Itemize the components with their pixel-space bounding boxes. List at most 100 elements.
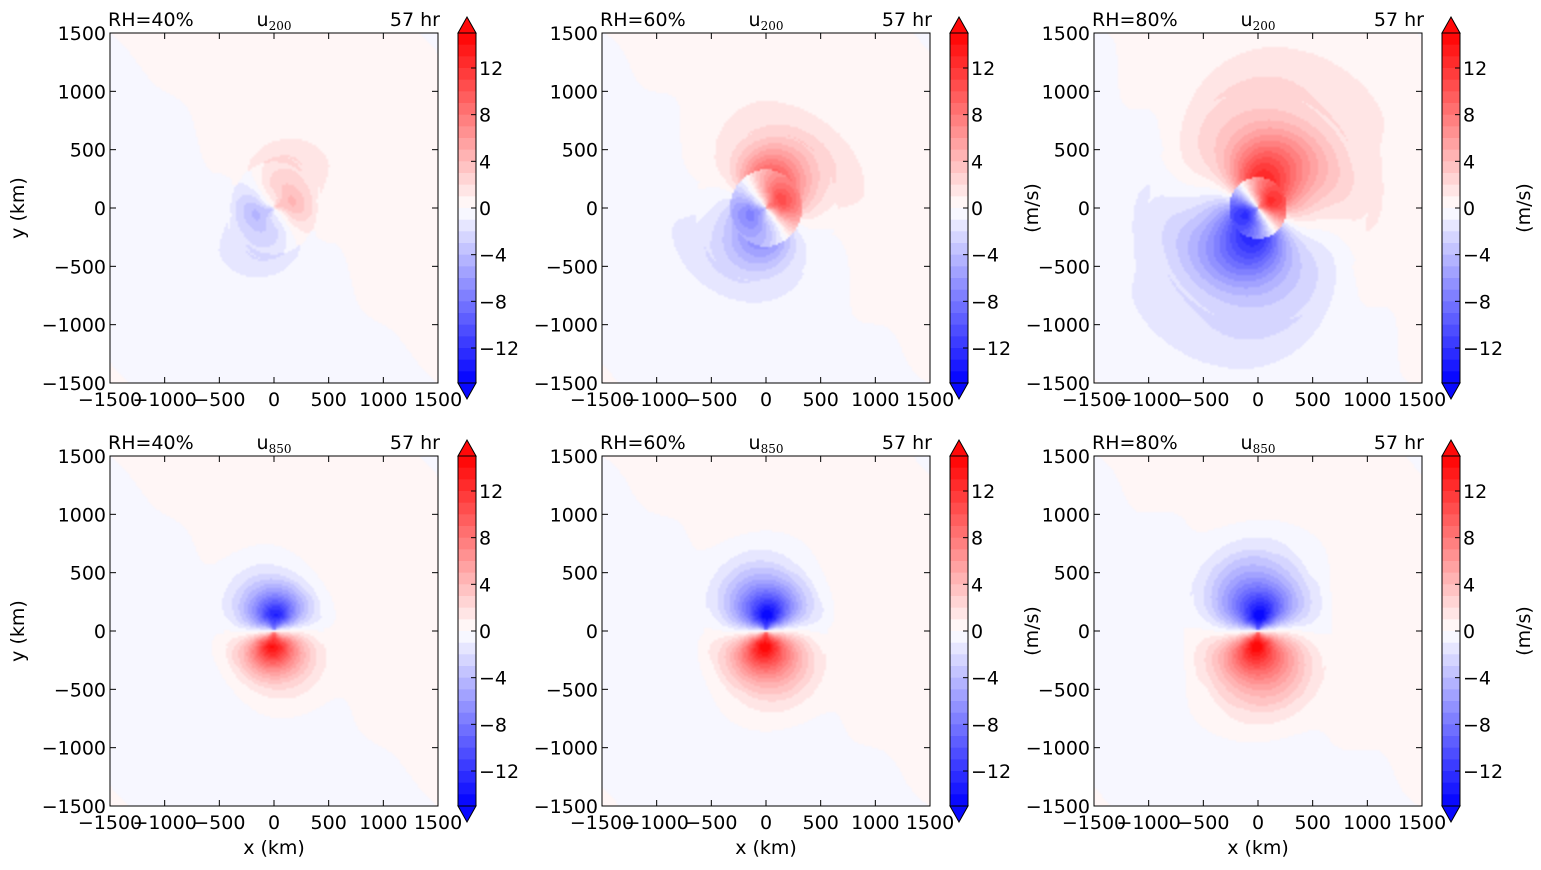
colorbar-tick-label: −8 bbox=[971, 714, 999, 736]
title-center: u850 bbox=[257, 432, 292, 456]
y-tick-label: 0 bbox=[586, 198, 598, 220]
colorbar-segment bbox=[950, 103, 968, 116]
title-left: RH=80% bbox=[1092, 432, 1178, 454]
y-tick-label: −1500 bbox=[42, 373, 106, 395]
colorbar-tick-label: −12 bbox=[479, 338, 519, 360]
colorbar-tick-label: 4 bbox=[1463, 574, 1475, 596]
colorbar-segment bbox=[458, 173, 476, 186]
colorbar-segment bbox=[458, 278, 476, 291]
y-tick-label: −500 bbox=[54, 256, 106, 278]
colorbar-segment bbox=[458, 359, 476, 372]
colorbar-segment bbox=[950, 56, 968, 69]
colorbar-segment bbox=[1442, 196, 1460, 209]
colorbar-segment bbox=[950, 712, 968, 725]
y-tick-label: 1500 bbox=[58, 23, 106, 45]
colorbar-segment bbox=[950, 44, 968, 57]
y-tick-label: −1500 bbox=[42, 796, 106, 818]
colorbar-tick-label: 0 bbox=[971, 198, 983, 220]
panel-2: −1500−1000−500 0 500 1000 1500−1500−1000−500… bbox=[1026, 9, 1446, 411]
colorbar-segment bbox=[950, 336, 968, 349]
x-tick-label: −1000 bbox=[625, 812, 689, 834]
colorbar-segment bbox=[950, 456, 968, 469]
colorbar-segment bbox=[1442, 184, 1460, 197]
colorbar-segment bbox=[458, 677, 476, 690]
x-tick-label: 500 bbox=[311, 812, 347, 834]
colorbar-tick-label: 8 bbox=[479, 105, 491, 127]
colorbar-tick-label: −12 bbox=[1463, 761, 1503, 783]
colorbar-segment bbox=[1442, 371, 1460, 384]
y-tick-label: −1000 bbox=[1026, 738, 1090, 760]
colorbar-segment bbox=[1442, 68, 1460, 81]
colorbar-tick-label: 0 bbox=[479, 198, 491, 220]
colorbar-tick-label: 8 bbox=[971, 528, 983, 550]
colorbar-segment bbox=[458, 324, 476, 337]
x-tick-label: −1000 bbox=[625, 389, 689, 411]
y-tick-label: −500 bbox=[1038, 256, 1090, 278]
title-left: RH=60% bbox=[600, 9, 686, 31]
colorbar-segment bbox=[950, 68, 968, 81]
colorbar-segment bbox=[458, 184, 476, 197]
y-tick-label: 1500 bbox=[550, 23, 598, 45]
colorbar-segment bbox=[458, 243, 476, 256]
colorbar-segment bbox=[458, 736, 476, 749]
colorbar-segment bbox=[1442, 208, 1460, 221]
colorbar-segment bbox=[458, 572, 476, 585]
colorbar-segment bbox=[1442, 654, 1460, 667]
colorbar-segment bbox=[1442, 91, 1460, 104]
panel-4: −1500−1000−500 0 500 1000 1500−1500−1000−500… bbox=[534, 432, 954, 859]
colorbar-segment bbox=[458, 514, 476, 527]
colorbar-tick-label: 4 bbox=[479, 574, 491, 596]
colorbar-segment bbox=[1442, 572, 1460, 585]
title-center-subscript: 200 bbox=[1253, 19, 1276, 33]
colorbar-extend-max bbox=[949, 15, 969, 34]
y-tick-label: −1000 bbox=[534, 738, 598, 760]
colorbar-tick-label: 4 bbox=[479, 151, 491, 173]
colorbar-segment bbox=[458, 794, 476, 807]
colorbar-segment bbox=[950, 161, 968, 174]
colorbar-tick-label: 12 bbox=[1463, 58, 1487, 80]
colorbar-segment bbox=[458, 526, 476, 539]
colorbar-segment bbox=[458, 689, 476, 702]
colorbar-segment bbox=[458, 549, 476, 562]
colorbar-segment bbox=[950, 747, 968, 760]
title-center: u200 bbox=[257, 9, 292, 33]
colorbar-segment bbox=[950, 301, 968, 314]
colorbar-segment bbox=[458, 44, 476, 57]
colorbar-segment bbox=[950, 572, 968, 585]
title-right: 57 hr bbox=[390, 432, 440, 454]
y-tick-label: 0 bbox=[94, 198, 106, 220]
colorbar-segment bbox=[458, 619, 476, 632]
y-tick-label: −500 bbox=[546, 679, 598, 701]
colorbar-segment bbox=[458, 196, 476, 209]
colorbar-segment bbox=[950, 502, 968, 515]
colorbar-label: (m/s) bbox=[1513, 183, 1535, 233]
x-tick-label: 1000 bbox=[1343, 389, 1391, 411]
colorbar-segment bbox=[1442, 301, 1460, 314]
colorbar-tick-label: 8 bbox=[971, 105, 983, 127]
colorbar-tick-label: −8 bbox=[1463, 714, 1491, 736]
y-tick-label: −500 bbox=[546, 256, 598, 278]
x-axis-label: x (km) bbox=[1227, 837, 1289, 859]
y-tick-label: 500 bbox=[1054, 140, 1090, 162]
colorbar-segment bbox=[950, 126, 968, 139]
x-tick-label: 0 bbox=[268, 389, 280, 411]
colorbar-segment bbox=[950, 33, 968, 46]
colorbar-segment bbox=[950, 794, 968, 807]
colorbar-segment bbox=[458, 126, 476, 139]
colorbar-tick-label: −4 bbox=[971, 668, 999, 690]
colorbar-tick-label: −4 bbox=[971, 245, 999, 267]
colorbar-segment bbox=[950, 736, 968, 749]
x-tick-label: 1500 bbox=[906, 812, 954, 834]
heatmap-field bbox=[110, 456, 438, 806]
colorbar-segment bbox=[950, 654, 968, 667]
colorbar-segment bbox=[950, 231, 968, 244]
x-tick-label: 0 bbox=[1252, 812, 1264, 834]
title-right: 57 hr bbox=[882, 432, 932, 454]
y-tick-label: 1000 bbox=[1042, 81, 1090, 103]
colorbar-segment bbox=[458, 607, 476, 620]
colorbar-4: −12 −8 −4 0 4 8 12 (m/s) bbox=[949, 438, 1043, 824]
x-tick-label: 1000 bbox=[359, 389, 407, 411]
colorbar-segment bbox=[1442, 502, 1460, 515]
colorbar-extend-max bbox=[457, 438, 477, 457]
